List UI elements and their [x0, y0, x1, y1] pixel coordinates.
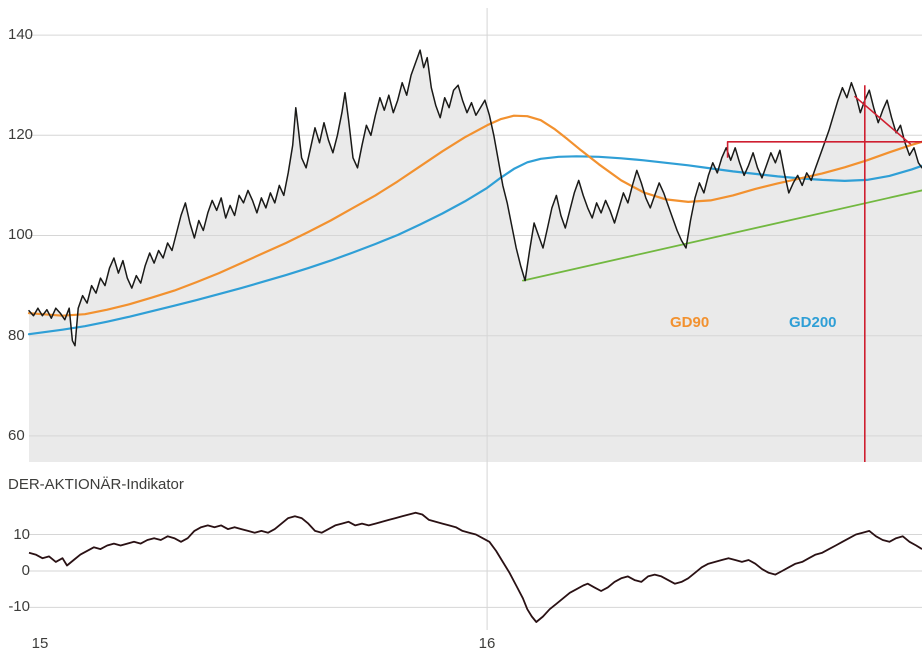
- indicator-panel-title: DER-AKTIONÄR-Indikator: [8, 476, 184, 493]
- series-Trendlinie: [522, 189, 922, 282]
- series-GD90: [27, 114, 922, 317]
- indicator-y-tick-label: 0: [21, 562, 30, 579]
- series-Indikator: [28, 511, 922, 623]
- main-y-tick-label: 120: [8, 126, 34, 143]
- series-Kurs: [28, 49, 922, 347]
- indicator-y-tick-label: 10: [13, 526, 30, 543]
- main-y-tick-label: 80: [8, 327, 25, 344]
- x-tick-label: 16: [478, 635, 496, 652]
- legend-gd90-label: GD90: [670, 314, 710, 331]
- x-tick-label: 15: [31, 635, 49, 652]
- main-y-tick-label: 140: [8, 26, 34, 43]
- legend-gd200-label: GD200: [789, 314, 837, 331]
- price-area-fill: [29, 50, 922, 462]
- series-GD200: [27, 155, 922, 336]
- main-y-tick-label: 60: [8, 427, 25, 444]
- resistance-line: [726, 141, 922, 158]
- indicator-y-tick-label: -10: [8, 598, 30, 615]
- main-y-tick-label: 100: [8, 226, 34, 243]
- break-trendline: [853, 95, 912, 145]
